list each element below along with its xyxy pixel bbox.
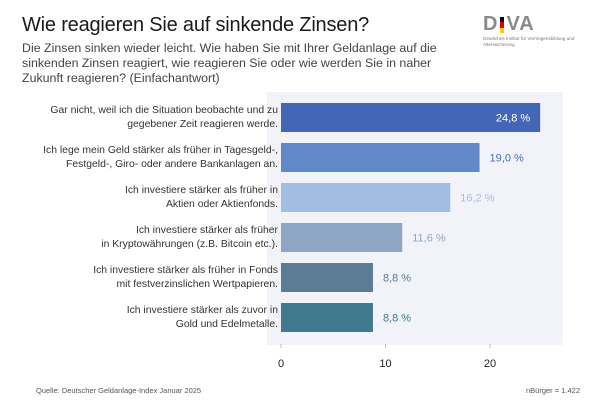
category-label-line: in Kryptowährungen (z.B. Bitcoin etc.). (101, 238, 278, 250)
logo-letters-va: VA (506, 13, 535, 35)
value-label-2: 19,0 % (490, 153, 524, 165)
category-label-line: gegebener Zeit reagieren werde. (127, 118, 278, 130)
chart-panel (267, 92, 563, 345)
value-label-5: 8,8 % (383, 273, 411, 285)
bar-2 (281, 143, 480, 172)
bar-4 (281, 223, 403, 252)
x-tick-label-20: 20 (484, 358, 496, 370)
chart-subtitle: Die Zinsen sinken wieder leicht. Wie hab… (22, 41, 437, 85)
diva-logo: D VA Deutsches Institut für Vermögensbil… (483, 14, 593, 47)
logo-letter-d: D (483, 13, 499, 35)
category-label-1: Gar nicht, weil ich die Situation beobac… (0, 104, 278, 131)
bar-6 (281, 303, 373, 332)
logo-subtext: Deutsches Institut für Vermögensbildung … (483, 36, 575, 47)
category-label-line: Ich investiere stärker als früher (135, 225, 278, 236)
flag-icon (500, 17, 505, 33)
category-label-6: Ich investiere stärker als zuvor in Gold … (0, 304, 278, 331)
source-note: Quelle: Deutscher Geldanlage-Index Janua… (36, 386, 202, 395)
category-label-3: Ich investiere stärker als früher in Akti… (0, 184, 278, 211)
value-label-1: 24,8 % (496, 113, 530, 125)
category-label-line: Ich investiere stärker als früher in (124, 185, 278, 196)
category-label-line: Festgeld-, Giro- oder andere Bankanlagen… (66, 158, 278, 170)
x-tick-label-0: 0 (278, 358, 284, 370)
category-label-line: Ich investiere stärker als zuvor in (126, 305, 278, 316)
bar-3 (281, 183, 451, 212)
category-label-5: Ich investiere stärker als früher in Fon… (0, 264, 278, 291)
chart-title: Wie reagieren Sie auf sinkende Zinsen? (22, 14, 370, 36)
category-label-line: Gold und Edelmetalle. (175, 318, 278, 330)
logo-wordmark: D VA (483, 14, 593, 34)
value-label-3: 16,2 % (460, 193, 494, 205)
category-label-line: Aktien oder Aktienfonds. (165, 198, 278, 210)
category-label-2: Ich lege mein Geld stärker als früher in… (0, 144, 278, 171)
bar-5 (281, 263, 373, 292)
value-label-6: 8,8 % (383, 313, 411, 325)
category-label-line: Gar nicht, weil ich die Situation beobac… (50, 105, 278, 116)
category-label-line: Ich lege mein Geld stärker als früher in… (43, 145, 278, 156)
category-label-4: Ich investiere stärker als früher in Kryp… (0, 224, 278, 251)
value-label-4: 11,6 % (412, 233, 446, 245)
category-label-line: mit festverzinslichen Wertpapieren. (116, 278, 278, 290)
x-tick-label-10: 10 (379, 358, 391, 370)
bar-1 (281, 103, 541, 132)
category-label-line: Ich investiere stärker als früher in Fon… (93, 265, 278, 276)
sample-size: nBürger = 1.422 (526, 386, 580, 395)
